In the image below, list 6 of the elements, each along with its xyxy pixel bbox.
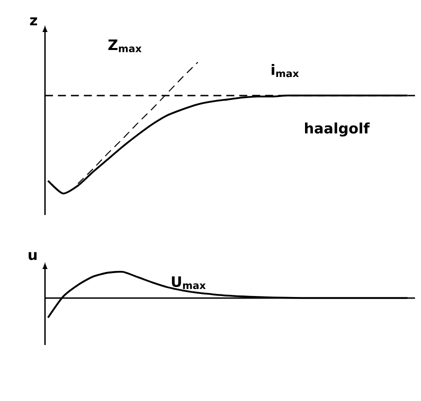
annotation: U$_{max}$ bbox=[172, 276, 206, 290]
annotation: haalgolf bbox=[305, 122, 370, 136]
annotation: i$_{max}$ bbox=[272, 64, 299, 78]
y-axis-title: u bbox=[28, 252, 37, 260]
y-axis-title: z bbox=[30, 17, 38, 26]
text: Z$_{max}$ bbox=[108, 40, 142, 52]
